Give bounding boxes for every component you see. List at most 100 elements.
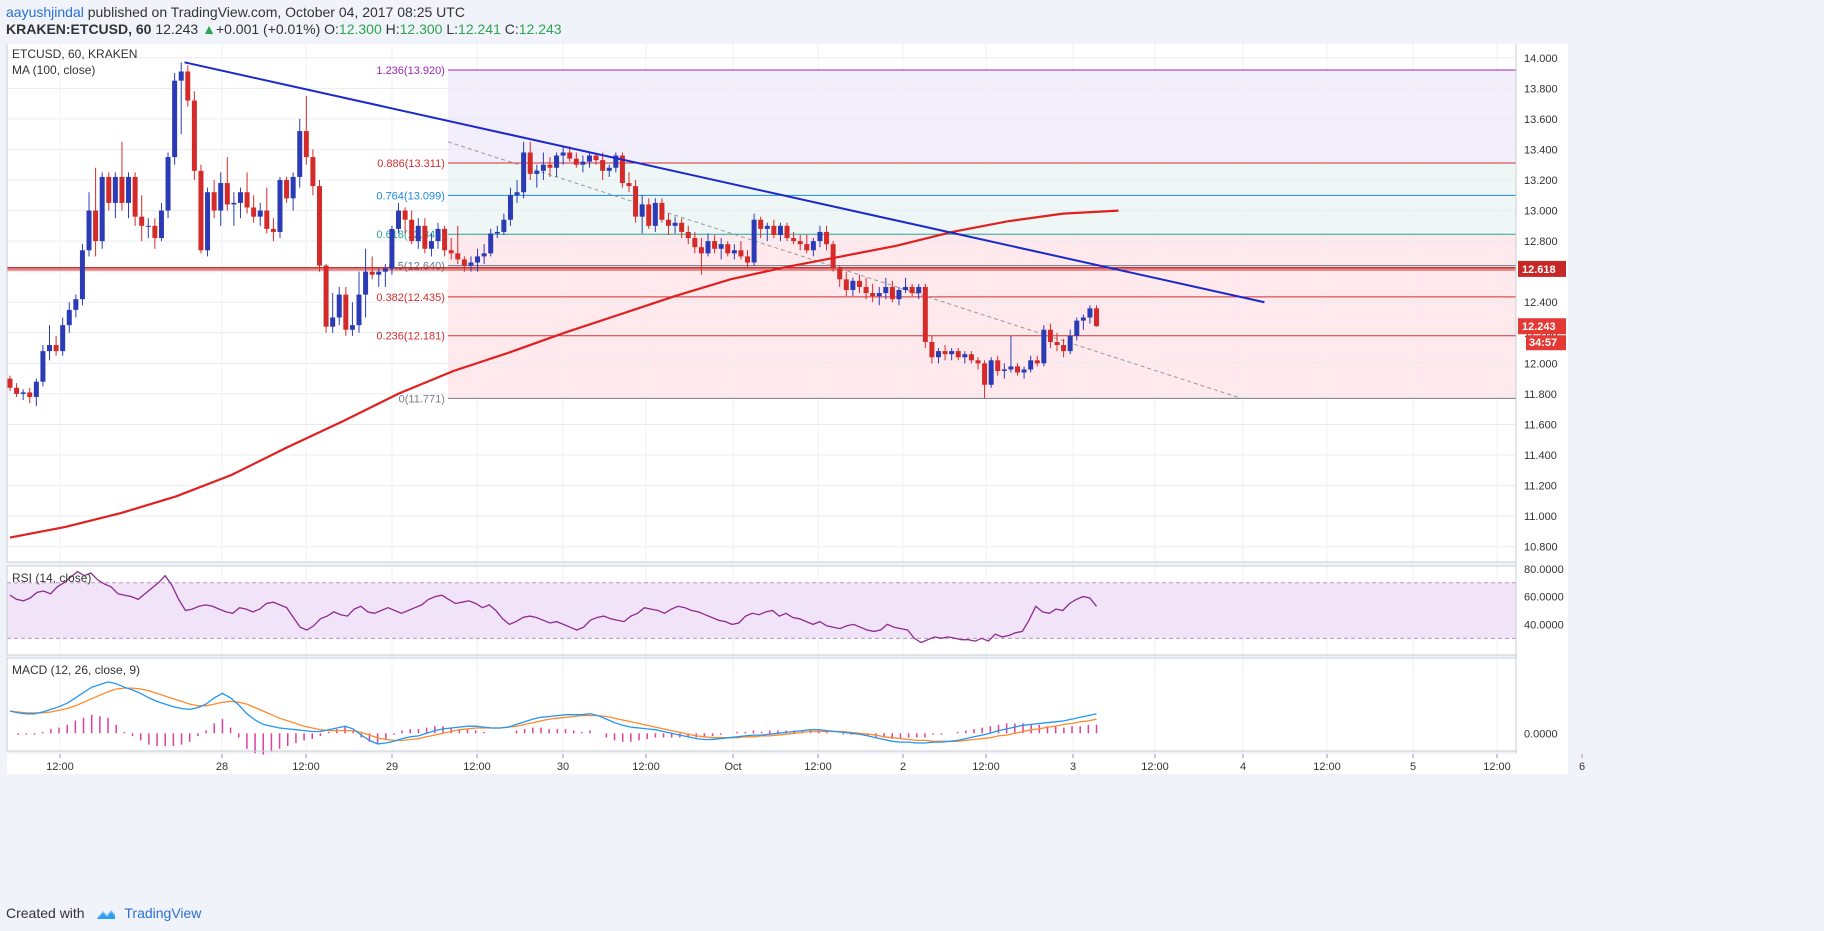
candle xyxy=(389,225,395,275)
candle-body xyxy=(876,293,882,297)
candle-body xyxy=(27,392,33,397)
candle xyxy=(666,213,671,236)
candle-body xyxy=(205,192,211,251)
candle-body xyxy=(277,179,283,232)
candle-body xyxy=(99,176,105,242)
candle-body xyxy=(1008,366,1014,370)
level-price-tag xyxy=(1518,260,1566,277)
candle-body xyxy=(106,176,112,203)
candle-body xyxy=(883,286,889,294)
candle xyxy=(73,294,79,318)
candle xyxy=(652,198,658,232)
candle xyxy=(837,265,843,287)
candle xyxy=(613,152,619,173)
candle xyxy=(995,355,1001,376)
candle-body xyxy=(982,363,988,385)
candle-body xyxy=(666,219,671,226)
candle xyxy=(468,256,474,272)
price-tick-label: 11.400 xyxy=(1524,450,1557,462)
rsi-band xyxy=(7,582,1516,639)
price-tick-label: 11.800 xyxy=(1524,389,1557,401)
fib-level-label: 1.236(13.920) xyxy=(376,65,445,77)
candle-body xyxy=(79,250,85,300)
candle-body xyxy=(369,271,375,275)
candle-body xyxy=(962,354,968,358)
candle-body xyxy=(316,186,322,266)
level-price-tag-text: 12.618 xyxy=(1522,264,1556,276)
candle-body xyxy=(619,155,625,184)
candle xyxy=(224,157,230,211)
time-tick-label: 29 xyxy=(386,761,398,773)
candle-body xyxy=(198,170,204,251)
candle xyxy=(211,179,217,219)
candle xyxy=(791,231,797,245)
candle-body xyxy=(145,225,151,227)
author-link[interactable]: aayushjindal xyxy=(6,4,84,20)
candle-body xyxy=(172,80,178,158)
time-tick-label: 3 xyxy=(1070,761,1076,773)
candle-body xyxy=(903,286,909,291)
candle-body xyxy=(718,244,724,249)
candle-body xyxy=(771,225,777,236)
price-tick-label: 14.000 xyxy=(1524,53,1558,65)
candle xyxy=(619,152,625,188)
fib-level-label: 0.886(13.311) xyxy=(377,158,445,170)
time-tick-label: 4 xyxy=(1240,761,1246,773)
candle xyxy=(606,164,612,177)
candle xyxy=(481,244,487,265)
candle-body xyxy=(1041,329,1047,364)
candle xyxy=(47,325,53,361)
candle-body xyxy=(830,244,836,269)
candle xyxy=(988,357,994,388)
candle-body xyxy=(995,360,1001,371)
candle xyxy=(797,235,803,251)
candle xyxy=(53,335,59,356)
candle xyxy=(415,218,421,249)
candle xyxy=(633,179,639,223)
price-tick-label: 12.000 xyxy=(1524,358,1558,370)
candle xyxy=(586,152,592,168)
candle xyxy=(758,216,764,239)
tradingview-link[interactable]: TradingView xyxy=(124,905,202,921)
candle-body xyxy=(949,351,955,355)
close-label: C: xyxy=(504,21,519,37)
candle xyxy=(718,238,724,260)
candle xyxy=(507,187,513,226)
candle-body xyxy=(639,204,645,217)
candle xyxy=(935,348,941,364)
fib-level-label: 0.236(12.181) xyxy=(376,331,445,343)
macd-signal-line xyxy=(9,687,1097,742)
candle xyxy=(119,141,125,211)
high-label: H: xyxy=(385,21,400,37)
candle xyxy=(771,219,777,239)
candle-body xyxy=(527,152,533,174)
price-tick-label: 13.800 xyxy=(1524,83,1558,95)
candle xyxy=(303,95,309,165)
close-value: 12.243 xyxy=(518,21,562,37)
candle xyxy=(745,250,751,269)
time-tick-label: 12:00 xyxy=(46,761,74,773)
candle xyxy=(659,198,665,223)
candle-body xyxy=(534,170,540,174)
candle-body xyxy=(488,233,494,254)
candle xyxy=(929,335,935,364)
candle xyxy=(126,172,132,219)
candle-body xyxy=(237,192,243,203)
candle xyxy=(527,141,533,180)
candle xyxy=(290,172,296,211)
candle xyxy=(257,202,263,226)
candle xyxy=(982,360,988,399)
chart-area[interactable]: 1.236(13.920) 0.886(13.311) 0.764(13.099) 0… xyxy=(0,44,1824,900)
price-change: +0.001 (+0.01%) xyxy=(215,21,321,37)
candle-body xyxy=(817,231,823,242)
candle xyxy=(738,241,744,260)
candle-body xyxy=(942,351,948,355)
candle-body xyxy=(705,241,711,254)
candle xyxy=(14,383,20,397)
candle xyxy=(297,118,303,188)
candle xyxy=(218,172,224,226)
candle-body xyxy=(356,294,362,326)
candle-body xyxy=(988,360,994,385)
open-label: O: xyxy=(324,21,339,37)
candle-body xyxy=(1047,329,1053,342)
